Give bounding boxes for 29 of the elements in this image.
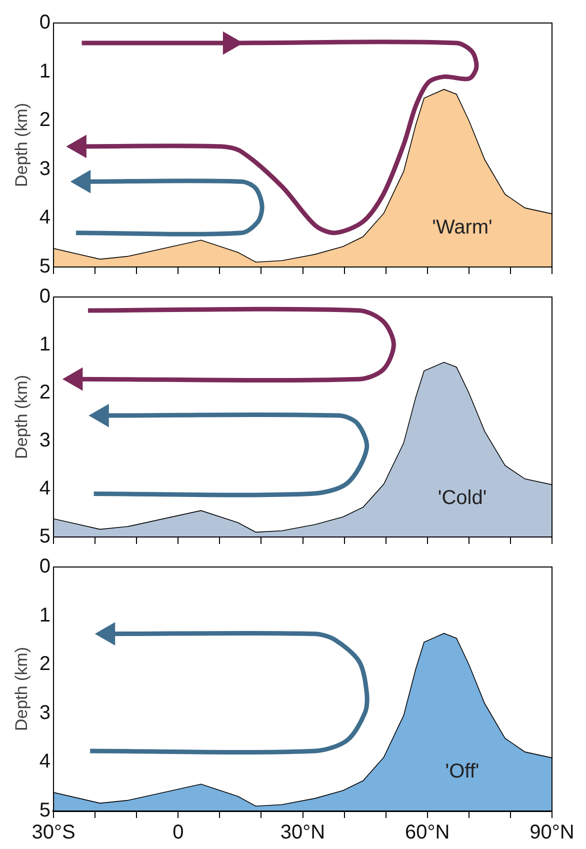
y-tick-label: 1 <box>39 604 51 626</box>
y-tick-label: 3 <box>39 430 51 452</box>
y-tick-label: 0 <box>39 556 51 578</box>
y-tick-label: 5 <box>39 800 51 822</box>
annotation: 'Off' <box>445 760 480 782</box>
y-tick-label: 5 <box>39 526 51 548</box>
y-tick-label: 2 <box>39 109 51 132</box>
y-tick-label: 4 <box>39 750 51 773</box>
y-tick-label: 4 <box>39 478 51 500</box>
y-tick-label: 2 <box>39 382 51 404</box>
x-tick-label: 30°N <box>280 822 326 844</box>
x-tick-label: 60°N <box>405 822 450 844</box>
y-tick-label: 0 <box>39 286 51 308</box>
annotation: 'Warm' <box>432 216 492 238</box>
x-tick-label: 0 <box>172 822 184 844</box>
y-tick-label: 0 <box>39 12 51 34</box>
y-tick-label: 5 <box>39 256 51 278</box>
y-tick-label: 1 <box>39 334 51 356</box>
x-tick-label: 30°S <box>32 822 76 844</box>
y-tick-label: 3 <box>39 702 51 724</box>
y-tick-label: 2 <box>39 653 51 676</box>
annotation: 'Cold' <box>438 487 487 510</box>
y-tick-label: 3 <box>39 158 51 180</box>
y-tick-label: 4 <box>39 206 51 229</box>
x-tick-label: 90°N <box>530 822 574 844</box>
y-tick-label: 1 <box>39 60 51 82</box>
y-axis-title: Depth (km) <box>12 374 31 460</box>
y-axis-title: Depth (km) <box>12 102 31 188</box>
y-axis-title: Depth (km) <box>12 646 31 732</box>
